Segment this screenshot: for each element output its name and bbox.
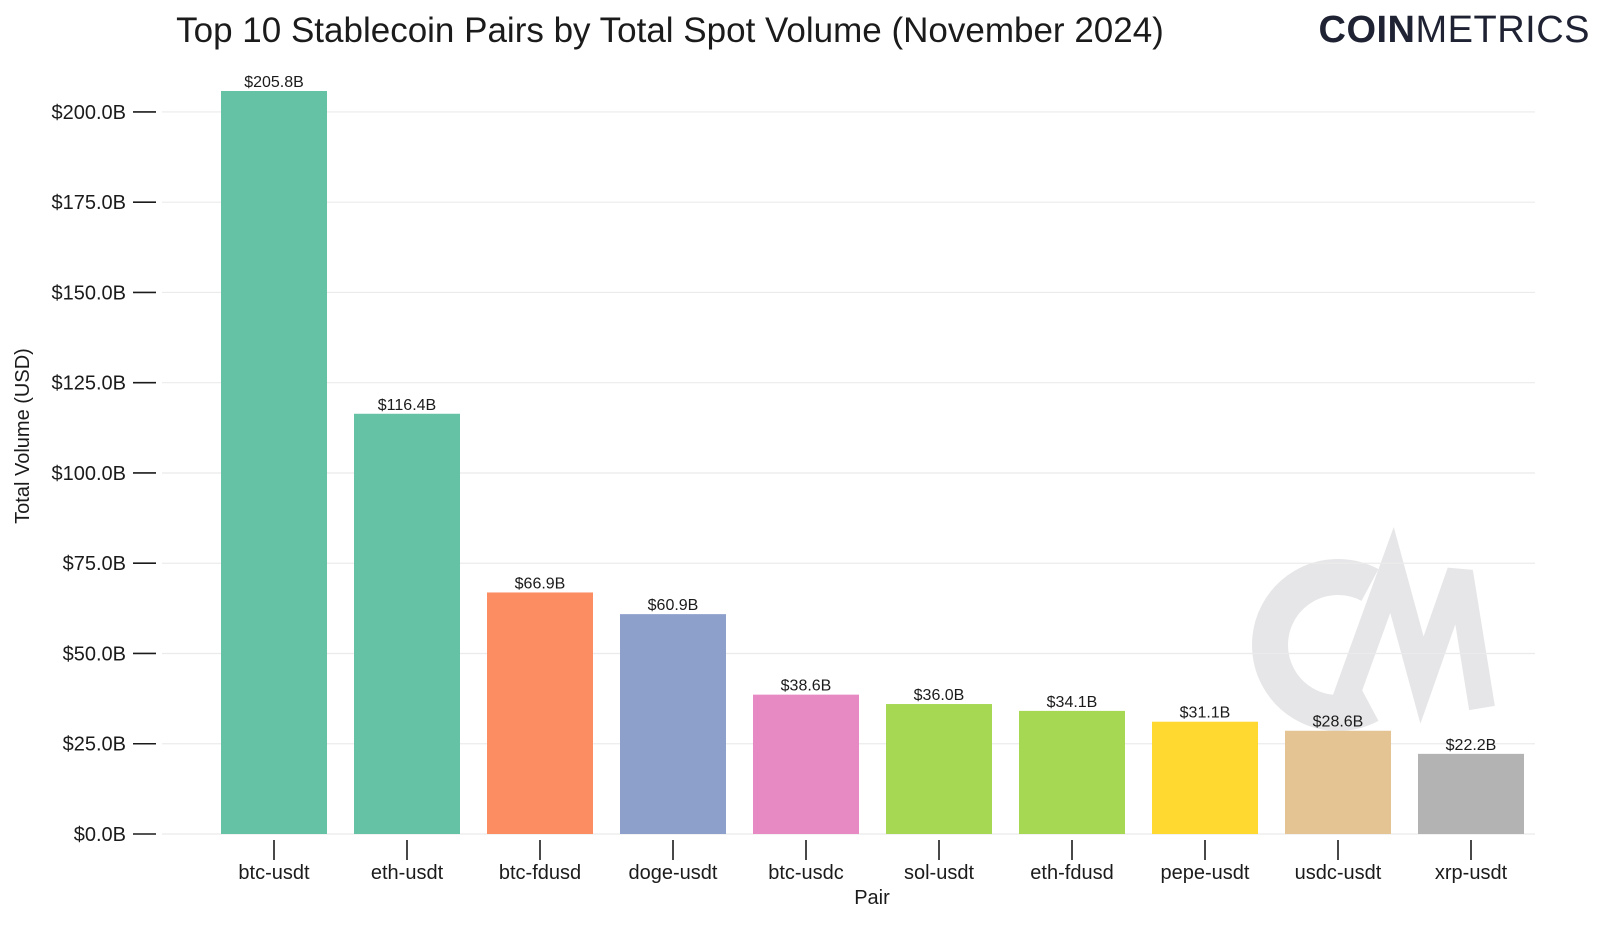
x-tick-label-pepe-usdt: pepe-usdt [1161,862,1250,884]
y-tick-label: $75.0B [63,553,126,575]
brand-logo-light: METRICS [1416,9,1591,51]
data-label-btc-usdc: $38.6B [781,678,832,695]
bar-btc-fdusd [487,592,593,834]
y-tick-label: $125.0B [51,373,126,395]
brand-logo-bold: COIN [1319,9,1416,51]
bar-xrp-usdt [1418,753,1524,834]
x-tick-label-doge-usdt: doge-usdt [629,862,718,884]
bar-usdc-usdt [1285,730,1391,834]
x-tick-label-btc-usdt: btc-usdt [238,862,310,884]
data-label-doge-usdt: $60.9B [648,597,699,614]
chart-title: Top 10 Stablecoin Pairs by Total Spot Vo… [176,11,1164,50]
y-tick-label: $175.0B [51,192,126,214]
y-tick-label: $150.0B [51,282,126,304]
x-tick-label-usdc-usdt: usdc-usdt [1295,862,1382,884]
data-label-pepe-usdt: $31.1B [1180,705,1231,722]
data-label-btc-usdt: $205.8B [244,74,304,91]
bar-btc-usdt [221,91,327,834]
data-label-sol-usdt: $36.0B [914,687,965,704]
bar-btc-usdc [753,694,859,834]
x-axis: btc-usdt eth-usdt btc-fdusd doge-usdt btc-us… [238,840,1508,884]
bar-doge-usdt [620,614,726,834]
x-tick-label-btc-fdusd: btc-fdusd [499,862,581,884]
y-tick-label: $100.0B [51,463,126,485]
coinmetrics-watermark-logo [1252,527,1495,731]
y-axis: $0.0B $25.0B $50.0B $75.0B $100.0B $125.0B $15… [51,102,156,846]
x-tick-label-sol-usdt: sol-usdt [904,862,974,884]
x-tick-label-xrp-usdt: xrp-usdt [1435,862,1508,884]
data-label-xrp-usdt: $22.2B [1446,737,1497,754]
data-label-eth-usdt: $116.4B [378,397,436,414]
data-label-btc-fdusd: $66.9B [515,575,566,592]
bar-pepe-usdt [1152,721,1258,834]
data-label-eth-fdusd: $34.1B [1047,694,1098,711]
y-tick-label: $50.0B [63,643,126,665]
brand-logo: COINMETRICS [1319,9,1591,51]
x-tick-label-eth-fdusd: eth-fdusd [1030,862,1113,884]
y-tick-label: $200.0B [51,102,126,124]
y-tick-label: $0.0B [74,824,126,846]
y-tick-label: $25.0B [63,734,126,756]
x-tick-label-eth-usdt: eth-usdt [371,862,444,884]
x-tick-label-btc-usdc: btc-usdc [768,862,844,884]
data-label-usdc-usdt: $28.6B [1313,714,1364,731]
bar-eth-fdusd [1019,710,1125,834]
y-axis-title: Total Volume (USD) [12,348,34,524]
x-axis-title: Pair [854,887,890,909]
bars: $205.8B $116.4B $66.9B $60.9B $38.6B $36.0B $3… [221,74,1524,834]
bar-sol-usdt [886,704,992,834]
bar-eth-usdt [354,413,460,834]
